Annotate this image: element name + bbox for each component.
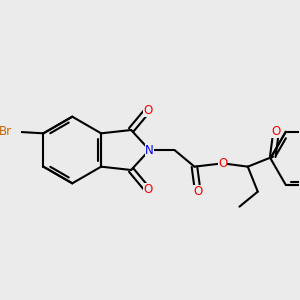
Text: O: O [218,157,227,170]
Text: Br: Br [0,125,12,138]
Text: N: N [145,143,154,157]
Text: O: O [272,125,281,138]
Text: O: O [193,185,203,198]
Text: O: O [143,103,152,116]
Text: O: O [143,184,152,196]
